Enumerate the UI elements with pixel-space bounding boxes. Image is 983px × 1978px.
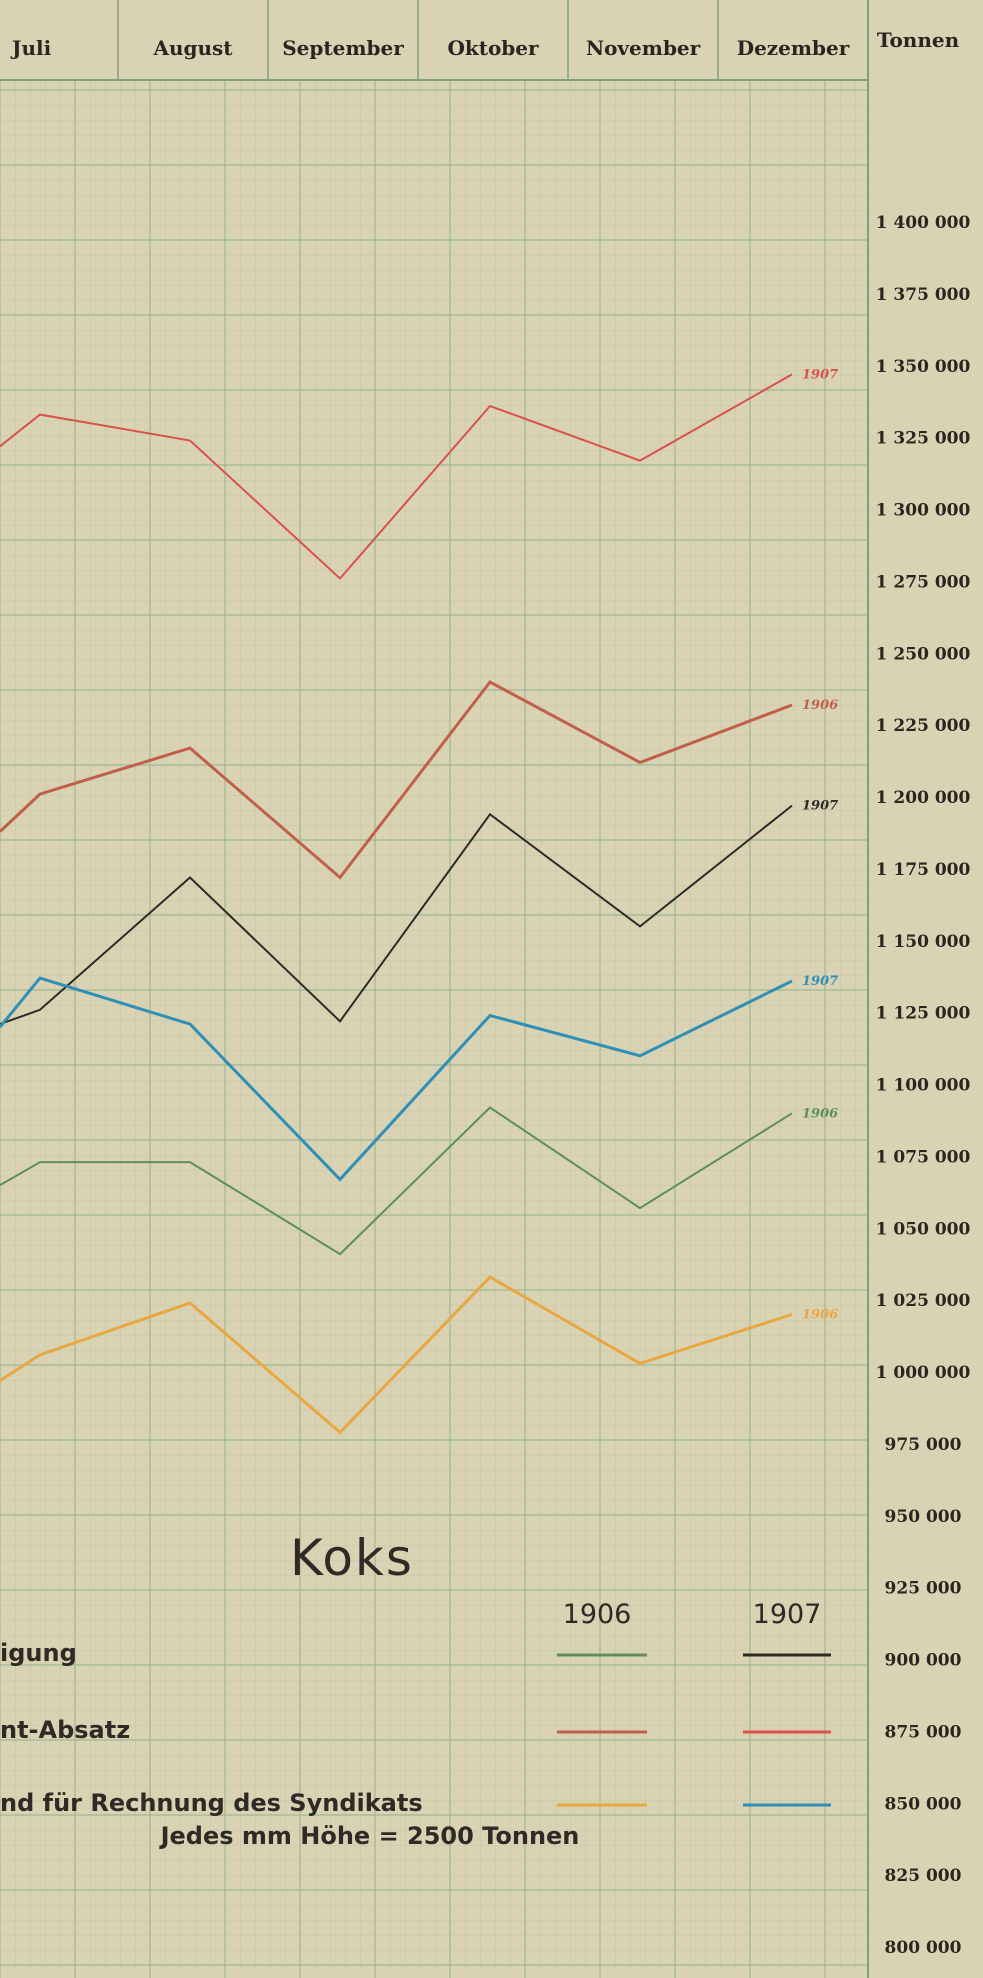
month-headers: Juli August September Oktober November Dezemb… — [10, 0, 850, 80]
y-tick-label: 875 000 — [885, 1722, 962, 1742]
series-line — [0, 1275, 793, 1435]
legend-scale-note: Jedes mm Höhe = 2500 Tonnen — [159, 1822, 580, 1850]
series-lines — [0, 373, 793, 1435]
legend-row-label: nd für Rechnung des Syndikats — [0, 1789, 423, 1817]
series-year-label: 1906 — [802, 698, 838, 713]
series-year-label: 1906 — [802, 1308, 838, 1323]
y-tick-label: 1 350 000 — [876, 357, 971, 377]
series-line — [0, 976, 793, 1182]
series-year-label: 1907 — [802, 367, 838, 382]
month-header: September — [282, 36, 404, 60]
series-line — [0, 804, 793, 1026]
y-tick-label: 1 100 000 — [876, 1076, 971, 1096]
y-tick-label: 900 000 — [885, 1651, 962, 1671]
series-line — [0, 1106, 793, 1256]
y-unit-label: Tonnen — [877, 28, 960, 52]
month-header: Juli — [10, 36, 52, 60]
month-header: Dezember — [737, 36, 850, 60]
y-tick-label: 1 400 000 — [876, 213, 971, 233]
series-year-label: 1907 — [802, 799, 838, 814]
legend-col-1907: 1907 — [753, 1599, 822, 1630]
month-header: August — [152, 36, 233, 60]
y-tick-label: 1 375 000 — [876, 285, 971, 305]
y-tick-label: 1 275 000 — [876, 572, 971, 592]
month-header: November — [586, 36, 701, 60]
y-tick-label: 1 175 000 — [876, 860, 971, 880]
y-tick-label: 1 325 000 — [876, 429, 971, 449]
y-tick-label: 850 000 — [885, 1794, 962, 1814]
legend: 1906 1907 igung nt-Absatz nd für Rechnung … — [0, 1599, 831, 1850]
y-tick-label: 1 200 000 — [876, 788, 971, 808]
y-tick-label: 1 250 000 — [876, 644, 971, 664]
y-tick-label: 1 000 000 — [876, 1363, 971, 1383]
legend-col-1906: 1906 — [563, 1599, 632, 1630]
y-tick-label: 1 225 000 — [876, 716, 971, 736]
y-tick-label: 1 025 000 — [876, 1291, 971, 1311]
legend-row-label: nt-Absatz — [0, 1716, 130, 1744]
y-tick-label: 925 000 — [885, 1579, 962, 1599]
month-header: Oktober — [447, 36, 539, 60]
plot-grid — [0, 80, 868, 1970]
y-tick-label: 800 000 — [885, 1938, 962, 1958]
y-tick-labels: 1 400 000 1 375 000 1 350 000 1 325 000 1 30… — [876, 213, 971, 1958]
y-tick-label: 1 300 000 — [876, 501, 971, 521]
y-tick-label: 1 050 000 — [876, 1219, 971, 1239]
series-year-label: 1907 — [802, 974, 838, 989]
y-tick-label: 950 000 — [885, 1507, 962, 1527]
major-grid — [0, 80, 868, 1978]
legend-rows: igung nt-Absatz nd für Rechnung des Syndik… — [0, 1639, 831, 1817]
series-line — [0, 373, 793, 580]
legend-row-label: igung — [0, 1639, 77, 1667]
series-labels: 1907 1906 1907 1907 1906 1906 — [802, 367, 838, 1322]
y-tick-label: 825 000 — [885, 1866, 962, 1886]
y-tick-label: 1 125 000 — [876, 1004, 971, 1024]
y-tick-label: 1 150 000 — [876, 932, 971, 952]
y-tick-label: 975 000 — [885, 1435, 962, 1455]
series-year-label: 1906 — [802, 1106, 838, 1121]
y-tick-label: 1 075 000 — [876, 1147, 971, 1167]
chart-title: Koks — [290, 1529, 414, 1587]
series-line — [0, 680, 793, 880]
